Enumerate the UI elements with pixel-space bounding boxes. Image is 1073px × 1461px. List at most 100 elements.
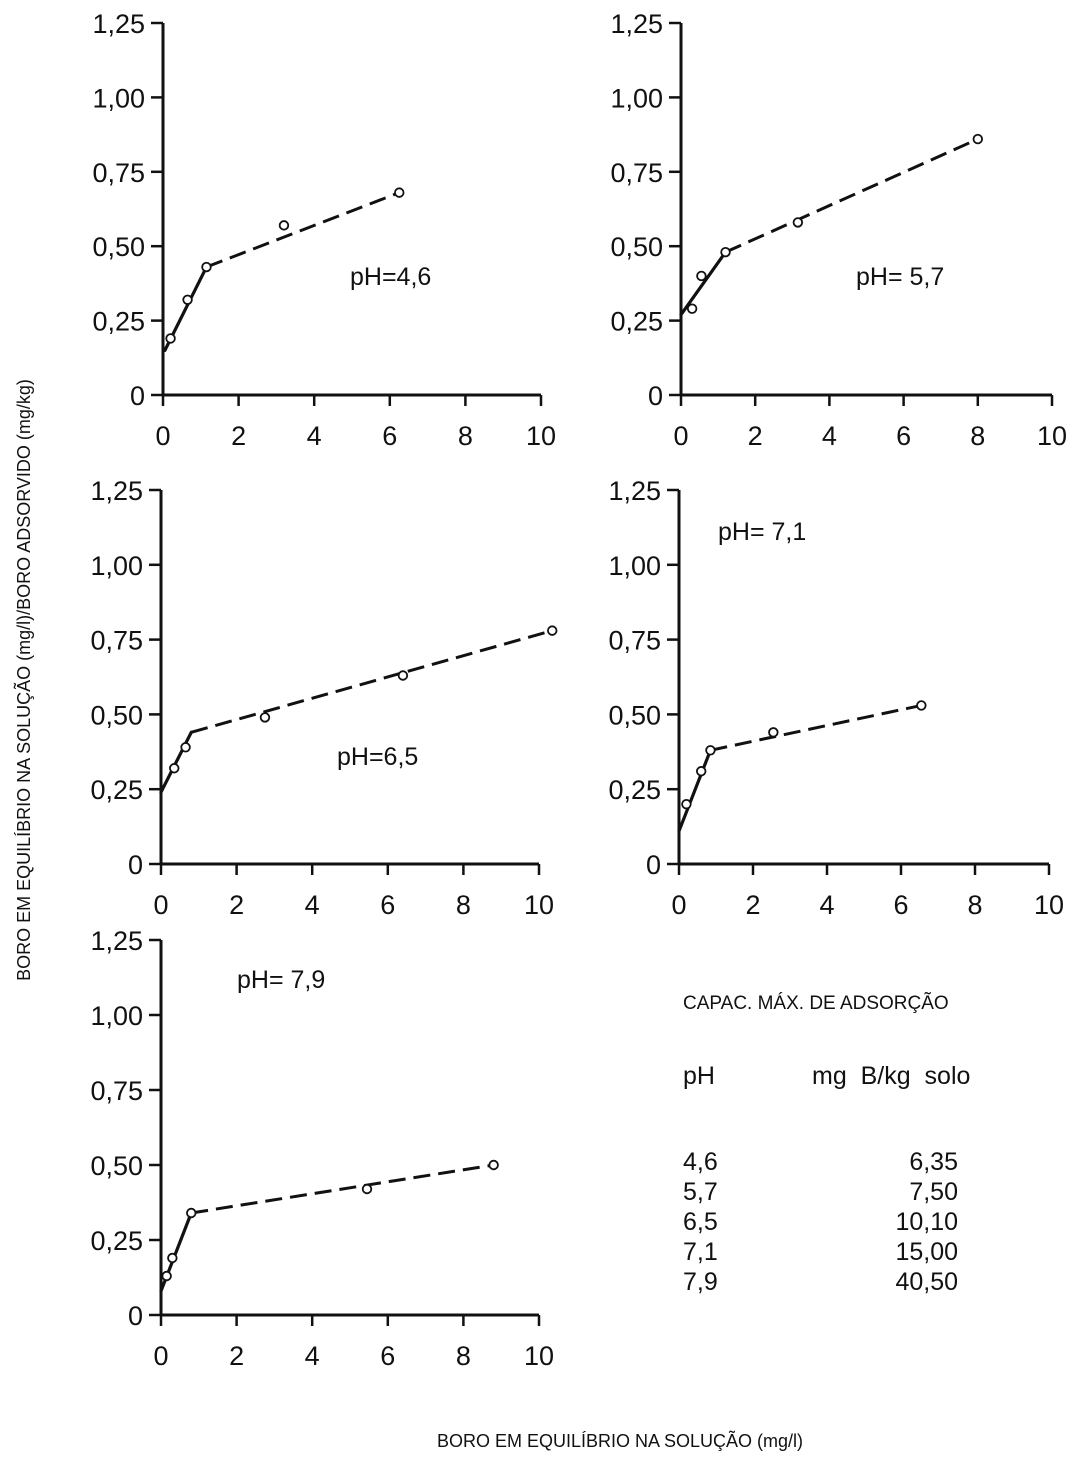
y-tick-label: 1,25 [90, 476, 143, 506]
panel-5: 0 2 4 6 8 10 0 0,25 0,50 0,75 1,00 1,25 pH= 7,9 [90, 926, 554, 1371]
y-tick-label: 0,25 [90, 1226, 143, 1256]
y-tick-label: 0,75 [90, 1076, 143, 1106]
y-tick-label: 0,50 [90, 1151, 143, 1181]
data-point [361, 1183, 373, 1195]
data-point [394, 187, 405, 198]
x-tick-label: 8 [456, 890, 471, 920]
x-tick-label: 0 [671, 890, 686, 920]
adsorption-capacity-table: CAPAC. MÁX. DE ADSORÇÃO pH mg B/kg solo … [683, 992, 970, 1296]
dashed-fit-line [190, 629, 553, 734]
panel-4: 0 2 4 6 8 10 0 0,25 0,50 0,75 1,00 1,25 pH= 7,1 [608, 476, 1064, 920]
data-point [259, 712, 271, 723]
x-tick-label: 8 [456, 1341, 471, 1371]
ph-label: pH=4,6 [350, 263, 431, 291]
x-tick-label: 4 [305, 1341, 320, 1371]
data-point [180, 742, 191, 753]
panel-2: 0 2 4 6 8 10 0 0,25 0,50 0,75 1,00 1,25 pH= 5,7 [610, 9, 1067, 451]
data-point [720, 246, 731, 258]
table-row-ph: 7,9 [683, 1268, 718, 1296]
data-point [278, 220, 290, 231]
y-tick-label: 0,75 [610, 158, 663, 188]
x-tick-label: 2 [229, 1341, 244, 1371]
solid-fit-line [677, 748, 713, 833]
dashed-fit-line [710, 703, 922, 752]
x-tick-label: 4 [305, 890, 320, 920]
y-tick-label: 0,50 [90, 700, 143, 730]
x-tick-label: 0 [155, 421, 170, 451]
data-point [547, 625, 558, 636]
y-tick-label: 0 [646, 850, 661, 880]
table-title: CAPAC. MÁX. DE ADSORÇÃO [683, 992, 949, 1014]
y-tick-label: 0,25 [608, 775, 661, 805]
x-tick-label: 6 [893, 890, 908, 920]
y-tick-label: 1,00 [92, 83, 145, 113]
y-tick-label: 0,25 [92, 307, 145, 337]
x-tick-label: 4 [822, 421, 837, 451]
x-tick-label: 6 [382, 421, 397, 451]
x-tick-label: 8 [970, 421, 985, 451]
y-tick-label: 1,25 [90, 926, 143, 956]
y-tick-label: 0,25 [610, 307, 663, 337]
table-row-ph: 5,7 [683, 1178, 718, 1206]
y-tick-label: 0,50 [92, 232, 145, 262]
x-tick-label: 10 [524, 890, 554, 920]
panel-3: 0 2 4 6 8 10 0 0,25 0,50 0,75 1,00 1,25 pH=6,5 [90, 476, 558, 920]
y-tick-label: 0,50 [608, 700, 661, 730]
y-tick-label: 0 [130, 381, 145, 411]
x-tick-label: 4 [819, 890, 834, 920]
data-point [186, 1207, 197, 1219]
y-tick-label: 0 [128, 1301, 143, 1331]
y-tick-label: 1,25 [608, 476, 661, 506]
ph-label: pH= 5,7 [856, 263, 944, 291]
ph-label: pH= 7,1 [718, 518, 806, 546]
x-tick-label: 0 [673, 421, 688, 451]
x-tick-label: 8 [967, 890, 982, 920]
dashed-fit-line [724, 137, 979, 254]
x-tick-label: 6 [380, 1341, 395, 1371]
x-tick-label: 2 [231, 421, 246, 451]
y-tick-label: 0,75 [608, 626, 661, 656]
panel-1: 0 2 4 6 8 10 0 0,25 0,50 0,75 1,00 1,25 pH=4,6 [92, 9, 556, 451]
dashed-fit-line [191, 1163, 494, 1215]
data-point [488, 1159, 499, 1171]
data-point [705, 745, 716, 756]
data-point [161, 1270, 172, 1282]
dashed-fit-line [205, 191, 400, 269]
x-tick-label: 10 [524, 1341, 554, 1371]
y-tick-label: 0 [648, 381, 663, 411]
table-row-value: 6,35 [909, 1148, 958, 1176]
x-tick-label: 10 [1034, 890, 1064, 920]
table-row-value: 40,50 [895, 1268, 958, 1296]
y-tick-label: 0,50 [610, 232, 663, 262]
y-tick-label: 0,75 [90, 626, 143, 656]
x-tick-label: 0 [153, 890, 168, 920]
y-tick-label: 0 [128, 850, 143, 880]
table-row-value: 7,50 [909, 1178, 958, 1206]
data-point [972, 133, 984, 145]
table-row-value: 15,00 [895, 1238, 958, 1266]
data-point [681, 798, 692, 810]
x-tick-label: 2 [745, 890, 760, 920]
table-header-ph: pH [683, 1062, 715, 1090]
data-point [916, 700, 927, 711]
x-tick-label: 10 [526, 421, 556, 451]
x-tick-label: 2 [748, 421, 763, 451]
data-point [165, 333, 176, 344]
data-point [696, 270, 707, 282]
y-tick-label: 1,00 [608, 551, 661, 581]
y-tick-label: 0,25 [90, 775, 143, 805]
data-point [167, 1252, 178, 1264]
data-point [169, 763, 180, 774]
x-tick-label: 8 [458, 421, 473, 451]
panels: 0 2 4 6 8 10 0 0,25 0,50 0,75 1,00 1,25 pH=4,6 0 2 4 6 8 1… [90, 9, 1067, 1371]
x-tick-label: 10 [1037, 421, 1067, 451]
ph-label: pH= 7,9 [237, 966, 325, 994]
y-tick-label: 1,00 [90, 1001, 143, 1031]
data-point [397, 670, 409, 681]
x-tick-label: 6 [896, 421, 911, 451]
y-tick-label: 1,00 [90, 551, 143, 581]
y-tick-label: 1,25 [610, 9, 663, 39]
data-point [696, 766, 707, 777]
table-row-ph: 6,5 [683, 1208, 718, 1236]
